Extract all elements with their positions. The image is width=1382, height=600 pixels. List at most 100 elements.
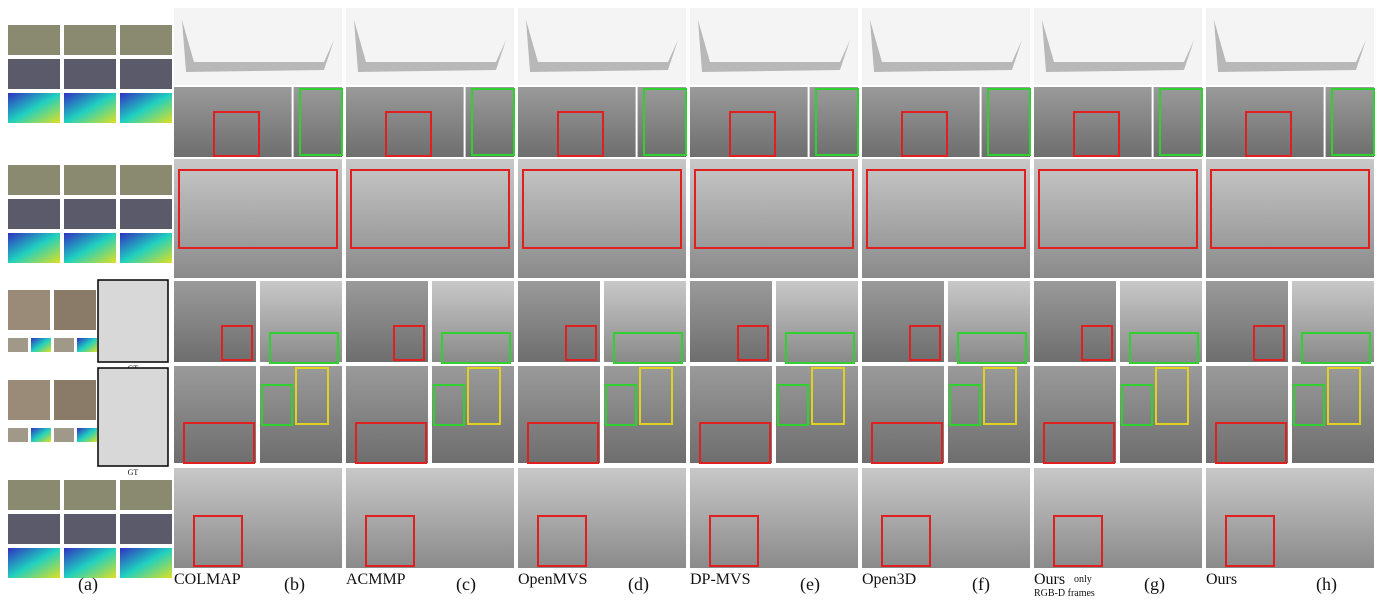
banner-view — [690, 159, 858, 278]
bear-detail — [1292, 281, 1374, 362]
banner-view — [862, 159, 1030, 278]
bear-detail — [776, 281, 858, 362]
bear-view — [690, 281, 772, 362]
top-view — [174, 8, 342, 85]
top-view — [690, 8, 858, 85]
column-label: (c) — [456, 574, 476, 595]
column-label: (f) — [972, 574, 990, 595]
bear-detail — [948, 281, 1030, 362]
input-thumb — [54, 428, 74, 442]
column-label: (a) — [78, 574, 98, 595]
bust-detail — [432, 366, 514, 463]
gt-panel — [98, 280, 168, 362]
top-view — [862, 8, 1030, 85]
corridor-view — [862, 87, 980, 157]
input-column: GTGT(a) — [8, 25, 172, 595]
input-thumb — [8, 233, 60, 263]
input-thumb — [8, 25, 60, 55]
input-thumb — [8, 514, 60, 544]
input-thumb — [54, 338, 74, 352]
bear-detail — [604, 281, 686, 362]
method-column: Ours(h) — [1206, 8, 1374, 595]
bear-view — [518, 281, 600, 362]
figure: COLMAP (b) ACMMP(c)OpenMVS(d)DP-MVS (e) Open… — [0, 0, 1382, 600]
column-label: (b) — [284, 574, 305, 595]
input-thumb — [8, 480, 60, 510]
method-column: OpenMVS(d) — [518, 8, 686, 595]
banner-view — [174, 159, 342, 278]
method-column: ACMMP(c) — [346, 8, 514, 595]
input-thumb — [64, 25, 116, 55]
column-label: (g) — [1144, 574, 1165, 595]
bust-view — [862, 366, 944, 463]
bear-detail — [1120, 281, 1202, 362]
method-name: Open3D — [862, 571, 916, 588]
input-thumb — [120, 165, 172, 195]
corridor-view — [518, 87, 636, 157]
bust-detail — [948, 366, 1030, 463]
input-thumb — [8, 199, 60, 229]
method-name: COLMAP — [174, 571, 241, 588]
room-view — [862, 468, 1030, 568]
method-column: DP-MVS (e) — [690, 8, 858, 595]
input-thumb — [8, 59, 60, 89]
input-thumb — [77, 428, 97, 442]
bust-view — [1206, 366, 1288, 463]
bust-detail — [1120, 366, 1202, 463]
bear-view — [174, 281, 256, 362]
room-view — [346, 468, 514, 568]
corridor-view — [174, 87, 292, 157]
method-column: Open3D (f) — [862, 8, 1030, 595]
corridor-view — [690, 87, 808, 157]
top-view — [518, 8, 686, 85]
input-thumb — [120, 93, 172, 123]
input-thumb — [120, 233, 172, 263]
bust-view — [346, 366, 428, 463]
input-thumb — [8, 165, 60, 195]
bear-view — [1206, 281, 1288, 362]
input-thumb — [120, 199, 172, 229]
input-thumb — [64, 233, 116, 263]
input-thumb — [64, 165, 116, 195]
input-thumb — [8, 428, 28, 442]
input-thumb — [8, 338, 28, 352]
bust-view — [1034, 366, 1116, 463]
input-thumb — [120, 548, 172, 578]
top-view — [1206, 8, 1374, 85]
room-view — [690, 468, 858, 568]
input-thumb — [64, 514, 116, 544]
banner-view — [1034, 159, 1202, 278]
method-column: COLMAP (b) — [174, 8, 342, 595]
input-thumb — [120, 480, 172, 510]
room-view — [174, 468, 342, 568]
column-label: (e) — [800, 574, 820, 595]
bust-detail — [1292, 366, 1374, 463]
bust-detail — [260, 366, 342, 463]
input-photo — [8, 290, 50, 330]
input-photo — [54, 290, 96, 330]
method-name: DP-MVS — [690, 571, 750, 588]
bust-view — [690, 366, 772, 463]
banner-view — [1206, 159, 1374, 278]
method-note: only — [1074, 574, 1092, 585]
gt-panel — [98, 368, 168, 466]
top-view — [1034, 8, 1202, 85]
column-label: (h) — [1316, 574, 1337, 595]
input-thumb — [8, 93, 60, 123]
room-view — [518, 468, 686, 568]
bear-detail — [260, 281, 342, 362]
input-thumb — [120, 25, 172, 55]
bear-detail — [432, 281, 514, 362]
corridor-view — [346, 87, 464, 157]
input-thumb — [64, 93, 116, 123]
method-name: Ours — [1034, 571, 1065, 588]
method-note: RGB-D frames — [1034, 588, 1095, 599]
input-thumb — [120, 514, 172, 544]
input-thumb — [77, 338, 97, 352]
input-photo — [54, 380, 96, 420]
corridor-view — [1034, 87, 1152, 157]
gt-label: GT — [128, 468, 139, 477]
banner-view — [518, 159, 686, 278]
input-thumb — [31, 428, 51, 442]
room-view — [1206, 468, 1374, 568]
